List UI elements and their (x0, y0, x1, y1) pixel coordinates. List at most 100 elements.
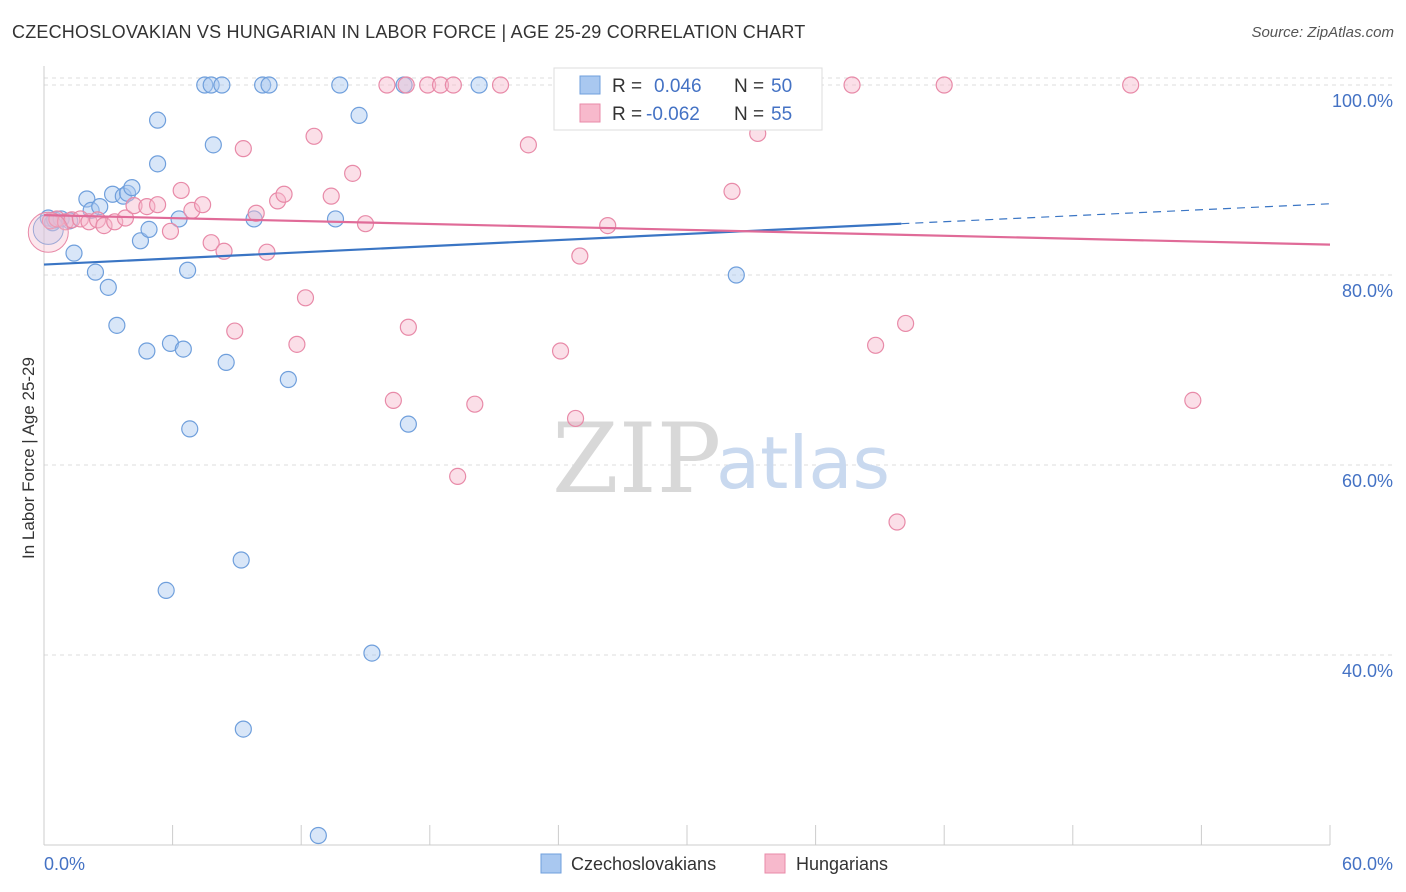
hungarian-point-32 (384, 391, 402, 409)
hungarian-point-13 (161, 222, 180, 240)
chart-source: Source: ZipAtlas.com (1251, 24, 1394, 41)
hungarian-point-42 (551, 342, 570, 360)
czech-point-44 (399, 415, 417, 433)
hungarian-point-16 (194, 196, 212, 214)
legend-box-czech-r-value: 0.046 (654, 76, 702, 97)
hungarian-point-35 (419, 76, 437, 94)
bottom-legend-czech-label: Czechoslovakians (571, 854, 716, 874)
czech-point-38 (309, 826, 327, 845)
legend-box-hungarian-r-value: -0.062 (646, 104, 700, 125)
czech-point-10 (99, 278, 117, 296)
czech-trend-line-extension (901, 203, 1331, 225)
hungarian-point-11 (138, 198, 156, 216)
hungarian-point-53 (897, 314, 915, 333)
legend-box-czech-swatch (579, 75, 601, 95)
hungarian-point-43 (566, 409, 585, 428)
czech-point-48 (727, 266, 745, 284)
czech-point-26 (181, 420, 199, 438)
y-tick-labels: 40.0% 60.0% 80.0% 100.0% (1332, 91, 1393, 681)
hungarian-point-36 (431, 76, 450, 94)
y-tick-label-60: 60.0% (1342, 471, 1393, 491)
czech-point-30 (213, 76, 231, 94)
bottom-legend-hungarian-swatch (764, 853, 786, 874)
hungarian-point-17 (202, 234, 220, 252)
hungarian-point-31 (378, 76, 396, 94)
legend-box-hungarian-r-label: R = (612, 104, 642, 125)
legend-box: R = 0.046 N = 50 R = -0.062 N = 55 (553, 67, 823, 131)
hungarian-point-27 (305, 127, 323, 145)
czech-point-21 (157, 581, 175, 600)
hungarian-point-10 (125, 197, 143, 215)
hungarian-point-40 (491, 76, 510, 94)
czech-point-31 (217, 353, 235, 371)
legend-box-czech-r-label: R = (612, 76, 642, 97)
hungarian-point-28 (322, 187, 340, 205)
hungarian-point-12 (148, 196, 167, 214)
hungarian-point-50 (843, 76, 861, 94)
czech-point-37 (279, 370, 297, 389)
hungarian-trend-line (43, 214, 1331, 246)
bottom-legend: Czechoslovakians Hungarians (540, 853, 888, 874)
czech-point-33 (234, 720, 252, 738)
czech-point-5 (65, 244, 83, 262)
y-axis-label: In Labor Force | Age 25-29 (19, 357, 38, 559)
hungarian-point-29 (344, 164, 362, 182)
hungarian-point-41 (519, 136, 537, 154)
y-tick-label-100: 100.0% (1332, 91, 1393, 111)
czech-point-45 (470, 76, 488, 94)
hungarian-point-cluster (27, 211, 69, 253)
czech-point-12 (108, 316, 126, 334)
hungarian-point-24 (275, 185, 293, 203)
czech-point-25 (179, 261, 197, 279)
czech-point-19 (148, 111, 167, 129)
hungarian-point-22 (258, 243, 276, 261)
czech-point-32 (232, 551, 250, 569)
legend-box-czech-n-label: N = (734, 76, 764, 97)
czech-point-36 (260, 76, 278, 94)
czech-point-41 (350, 106, 368, 125)
czech-point-8 (86, 263, 105, 281)
hungarian-point-20 (234, 140, 252, 158)
hungarian-points (27, 76, 1202, 531)
axes (43, 66, 1331, 846)
hungarian-point-38 (449, 467, 467, 485)
hungarian-point-51 (867, 336, 885, 354)
czech-point-16 (131, 232, 150, 250)
legend-box-czech-n-value: 50 (771, 76, 792, 97)
hungarian-point-56 (1184, 391, 1202, 409)
hungarian-point-33 (397, 76, 415, 94)
czech-point-35 (254, 76, 272, 94)
legend-box-hungarian-n-value: 55 (771, 104, 792, 125)
czech-point-11 (103, 185, 122, 203)
bottom-legend-hungarian-label: Hungarians (796, 854, 888, 874)
chart-title: CZECHOSLOVAKIAN VS HUNGARIAN IN LABOR FO… (12, 22, 806, 42)
grid-lines (44, 77, 1393, 656)
hungarian-point-14 (172, 181, 190, 200)
czech-point-17 (138, 342, 156, 360)
y-tick-label-80: 80.0% (1342, 281, 1393, 301)
czech-point-24 (174, 340, 192, 358)
watermark-atlas: atlas (716, 421, 890, 505)
trend-lines (43, 203, 1331, 266)
czech-point-42 (363, 644, 381, 662)
hungarian-point-52 (888, 513, 906, 531)
hungarian-point-44 (571, 247, 589, 265)
czech-point-40 (331, 76, 349, 94)
x-tick-label-min: 0.0% (44, 854, 85, 874)
czech-points (32, 76, 820, 845)
hungarian-point-47 (723, 182, 741, 200)
czech-point-20 (148, 155, 167, 173)
hungarian-point-54 (935, 76, 953, 94)
legend-box-hungarian-swatch (579, 103, 601, 123)
hungarian-point-26 (296, 289, 315, 307)
watermark-zip: ZIP (552, 403, 721, 515)
hungarian-point-23 (269, 192, 287, 210)
hungarian-point-19 (226, 322, 244, 340)
hungarian-point-45 (599, 217, 617, 235)
czech-point-18 (140, 220, 158, 238)
bottom-legend-czech-swatch (540, 853, 562, 874)
hungarian-point-39 (466, 395, 484, 413)
hungarian-point-37 (444, 76, 462, 94)
hungarian-point-55 (1122, 76, 1140, 94)
